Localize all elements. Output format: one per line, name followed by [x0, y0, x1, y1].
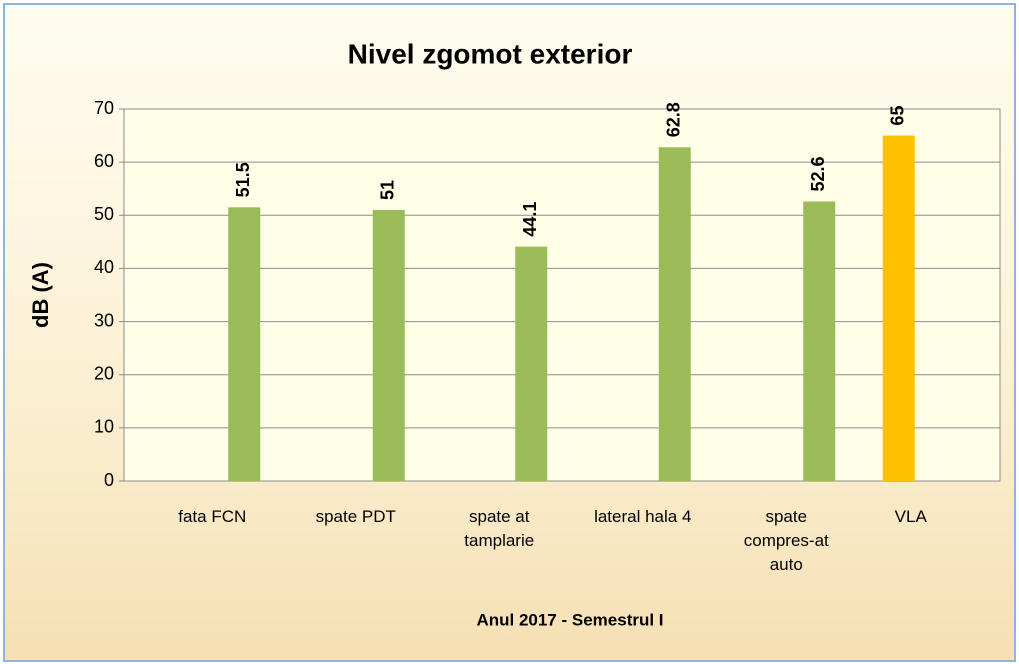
- data-label: 65: [888, 106, 908, 126]
- data-label: 52.6: [808, 156, 828, 191]
- y-tick-label: 0: [104, 470, 114, 490]
- x-tick-label: VLA: [894, 507, 927, 526]
- bar: [515, 246, 548, 481]
- bar: [882, 135, 915, 482]
- y-tick-label: 10: [94, 417, 114, 437]
- plot-border: [123, 108, 1001, 482]
- data-label: 51: [378, 180, 398, 200]
- bar: [658, 147, 691, 481]
- x-tick-label: spate at tamplarie: [464, 507, 535, 550]
- y-tick-label: 20: [94, 363, 114, 383]
- y-axis-title: dB (A): [28, 262, 53, 328]
- chart-title: Nivel zgomot exterior: [348, 38, 633, 69]
- data-label: 51.5: [233, 162, 253, 197]
- y-tick-label: 50: [94, 204, 114, 224]
- data-label: 44.1: [520, 202, 540, 237]
- data-label: 62.8: [664, 102, 684, 137]
- x-axis-title: Anul 2017 - Semestrul I: [476, 610, 663, 629]
- x-tick-label: fata FCN: [178, 507, 247, 526]
- x-tick-label: spate compres-at auto: [743, 507, 829, 574]
- y-tick-label: 40: [94, 257, 114, 277]
- plot-area: [124, 109, 1000, 481]
- bar: [803, 201, 836, 481]
- x-tick-label: spate PDT: [315, 507, 396, 526]
- y-tick-label: 70: [94, 98, 114, 118]
- bar: [228, 207, 261, 482]
- y-tick-label: 60: [94, 151, 114, 171]
- y-tick-label: 30: [94, 310, 114, 330]
- x-tick-label: lateral hala 4: [594, 507, 692, 526]
- bar: [372, 209, 405, 481]
